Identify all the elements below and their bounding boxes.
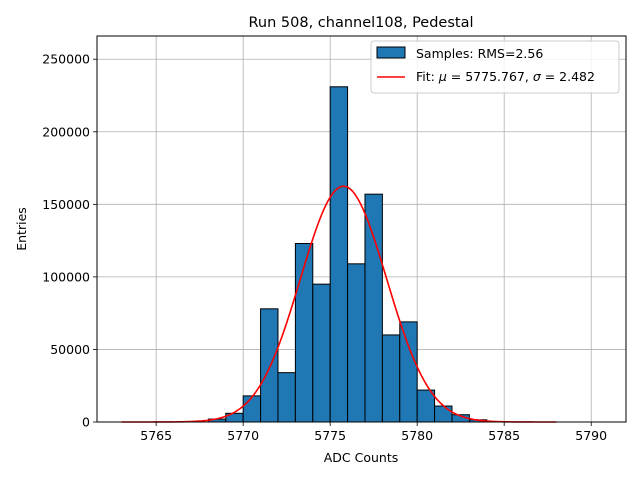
y-axis-ticks: 0 50000 100000 150000 200000 250000 [42, 52, 97, 430]
y-tick-label: 200000 [42, 124, 90, 139]
histogram-bar [277, 372, 296, 423]
histogram-bars [207, 86, 488, 423]
chart-title: Run 508, channel108, Pedestal [248, 15, 473, 31]
x-tick-label: 5780 [401, 428, 433, 443]
plot-area-frame [96, 35, 627, 423]
x-axis-label: ADC Counts [324, 450, 399, 465]
y-tick-label: 0 [82, 415, 90, 430]
x-axis-ticks: 5765 5770 5775 5780 5785 5790 [140, 422, 607, 443]
x-tick-label: 5790 [575, 428, 607, 443]
histogram-bar [364, 193, 383, 423]
histogram-bar [416, 389, 436, 423]
y-tick-label: 50000 [50, 342, 90, 357]
histogram-bar [434, 405, 453, 423]
histogram-bar [242, 395, 262, 423]
x-tick-label: 5770 [227, 428, 259, 443]
x-tick-label: 5785 [488, 428, 520, 443]
fit-curve-group [121, 185, 557, 423]
legend-swatch-samples [376, 46, 406, 59]
legend-label-fit: Fit: μ = 5775.767, σ = 2.482 [416, 69, 595, 84]
histogram-bar [294, 243, 314, 423]
legend: Samples: RMS=2.56 Fit: μ = 5775.767, σ =… [370, 40, 620, 94]
histogram-bar [260, 308, 279, 423]
histogram-bar [381, 334, 401, 423]
y-tick-label: 250000 [42, 52, 90, 67]
x-tick-label: 5765 [140, 428, 172, 443]
x-tick-label: 5775 [314, 428, 346, 443]
legend-label-samples: Samples: RMS=2.56 [416, 46, 543, 61]
histogram-bar [312, 283, 331, 423]
legend-frame [370, 40, 620, 94]
histogram-bar [347, 263, 366, 423]
y-tick-label: 150000 [42, 197, 90, 212]
y-tick-label: 100000 [42, 269, 90, 284]
y-axis-label: Entries [14, 207, 29, 251]
fit-curve [121, 185, 557, 423]
histogram-bar [399, 321, 418, 423]
histogram-bar [329, 86, 349, 423]
